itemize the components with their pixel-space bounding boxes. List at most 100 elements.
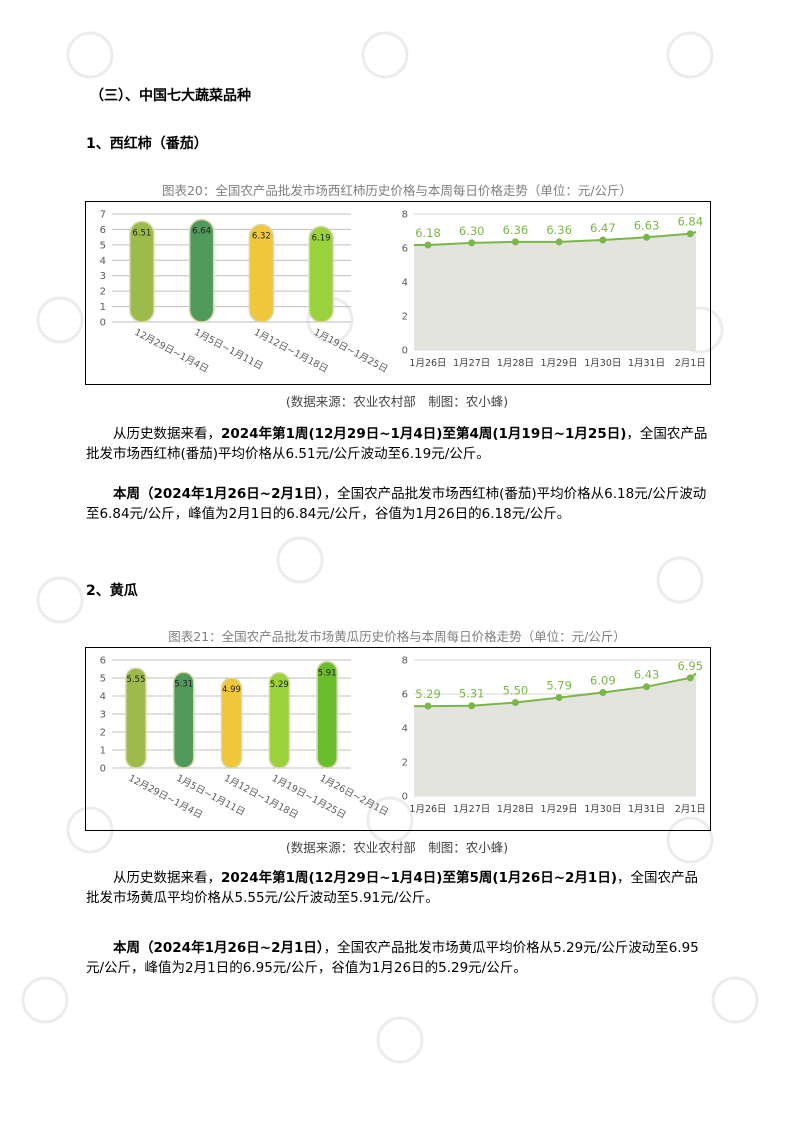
x-tick-label: 1月30日 [584,358,621,369]
cucumber-chart-frame: 0 1 2 3 4 5 6 5.55 12月29日~1月4日 5.31 1月5日~1月11日 4.99… [85,647,711,831]
bar-value-label: 5.55 [126,675,145,685]
y-tick-label: 4 [402,278,408,289]
tomato-source: (数据来源：农业农村部 制图：农小蜂) [285,394,509,409]
y-tick-label: 1 [100,302,106,313]
bar [316,660,338,769]
x-tick-label: 2月1日 [675,358,706,369]
y-tick-label: 6 [100,656,106,667]
x-tick-label: 1月28日 [497,358,534,369]
tomato-para-1-bold: 2024年第1周(12月29日~1月4日)至第4周(1月19日~1月25日) [221,426,627,442]
data-point [643,683,651,691]
data-label: 6.43 [634,668,660,682]
data-label: 6.36 [546,223,572,237]
y-tick-label: 2 [100,287,106,298]
x-tick-label: 2月1日 [675,804,706,815]
y-tick-label: 2 [402,312,408,323]
cucumber-para-1-rest: ，全国农产品批发市场黄瓜平均价格从5.55元/公斤波动至5.91元/公斤。 [86,870,698,906]
y-tick-label: 3 [100,710,106,721]
y-tick-label: 8 [402,210,408,221]
section-heading: （三）、中国七大蔬菜品种 [90,88,251,104]
x-tick-label: 1月28日 [497,804,534,815]
data-label: 5.79 [546,679,572,693]
cucumber-source: (数据来源：农业农村部 制图：农小蜂) [285,840,509,855]
data-point [468,239,476,247]
cucumber-chart-caption: 图表21：全国农产品批发市场黄瓜历史价格与本周每日价格走势（单位：元/公斤） [168,629,626,644]
data-label: 5.29 [415,687,441,701]
y-tick-label: 2 [100,728,106,739]
y-tick-label: 6 [100,225,106,236]
data-point [555,694,563,702]
data-point [468,702,476,710]
bar [268,672,291,769]
data-label: 6.30 [459,224,485,238]
bar-value-label: 6.51 [132,229,151,239]
bar-value-label: 6.64 [192,227,211,237]
y-tick-label: 3 [100,271,106,282]
data-point [643,233,651,241]
y-tick-label: 5 [100,240,106,251]
data-label: 6.84 [677,215,703,229]
data-point [511,238,519,246]
y-tick-label: 2 [402,758,408,769]
tomato-history-bar-chart: 012345676.5112月29日~1月4日6.641月5日~1月11日6.3… [100,210,390,376]
tomato-para-2: 本周（2024年1月26日~2月1日），全国农产品批发市场西红柿(番茄)平均价格… [86,484,708,524]
bar [308,225,334,323]
data-point [686,674,694,682]
bar [248,223,275,323]
y-tick-label: 0 [100,764,106,775]
y-tick-label: 1 [100,746,106,757]
data-label: 6.63 [634,218,660,232]
cucumber-heading: 2、黄瓜 [86,583,138,599]
cucumber-para-2: 本周（2024年1月26日~2月1日），全国农产品批发市场黄瓜平均价格从5.29… [86,938,708,978]
data-label: 6.09 [590,673,616,687]
y-tick-label: 0 [402,346,408,357]
tomato-chart-frame: 0 1 2 3 4 5 6 7 6.51 12月29日~1月4日 6.64 1月5日~1月11日 6.3… [85,201,711,385]
data-label: 6.18 [415,226,441,240]
x-tick-label: 1月30日 [584,804,621,815]
data-label: 5.50 [503,684,529,698]
data-point [599,688,607,696]
x-tick-label: 1月31日 [628,804,665,815]
y-tick-label: 4 [402,724,408,735]
x-tick-label: 1月31日 [628,358,665,369]
data-point [555,238,563,246]
tomato-para-2-bold: 本周（2024年1月26日~2月1日） [113,486,324,502]
area-fill [414,673,696,796]
cucumber-weekly-area-chart: 0 2 4 6 8 5.29 1月26日 5.31 1月27日 5.50 1月28日 5.79 1月29… [402,656,706,816]
bar-value-label: 5.31 [174,679,193,689]
cucumber-para-2-rest: ，全国农产品批发市场黄瓜平均价格从5.29元/公斤波动至6.95元/公斤，峰值为… [86,940,699,976]
tomato-weekly-area-chart: 0 2 4 6 8 6.18 1月26日 6.30 1月27日 6.36 1月28日 6.36 1月29… [402,210,706,370]
tomato-heading: 1、西红柿（番茄） [86,136,208,152]
bar [188,218,215,323]
data-label: 5.31 [459,687,485,701]
y-tick-label: 5 [100,674,106,685]
tomato-para-2-rest: ，全国农产品批发市场西红柿(番茄)平均价格从6.18元/公斤波动至6.84元/公… [86,486,707,522]
y-tick-label: 7 [100,210,106,221]
cucumber-para-1-prefix: 从历史数据来看， [113,870,221,886]
cucumber-para-2-bold: 本周（2024年1月26日~2月1日） [113,940,324,956]
area-fill [414,231,696,350]
bar-value-label: 5.91 [318,669,337,679]
cucumber-para-1-bold: 2024年第1周(12月29日~1月4日)至第5周(1月26日~2月1日) [221,870,617,886]
x-tick-label: 1月29日 [541,804,578,815]
bar [125,667,147,769]
data-point [424,241,432,249]
x-tick-label: 1月26日 [409,804,446,815]
bar [220,677,243,769]
tomato-para-1-rest: ，全国农产品批发市场西红柿(番茄)平均价格从6.51元/公斤波动至6.19元/公… [86,426,708,462]
bar-value-label: 4.99 [222,685,241,695]
y-tick-label: 8 [402,656,408,667]
y-tick-label: 0 [100,318,106,329]
y-tick-label: 6 [402,244,408,255]
x-tick-label: 1月27日 [453,804,490,815]
data-point [599,236,607,244]
y-tick-label: 4 [100,256,106,267]
data-point [424,702,432,710]
cucumber-history-bar-chart: 01234565.5512月29日~1月4日5.311月5日~1月11日4.99… [100,656,391,822]
bar [172,671,195,769]
bar-value-label: 5.29 [270,680,289,690]
y-tick-label: 0 [402,792,408,803]
data-point [686,230,694,238]
x-tick-label: 1月27日 [453,358,490,369]
cucumber-para-1: 从历史数据来看，2024年第1周(12月29日~1月4日)至第5周(1月26日~… [86,868,708,908]
